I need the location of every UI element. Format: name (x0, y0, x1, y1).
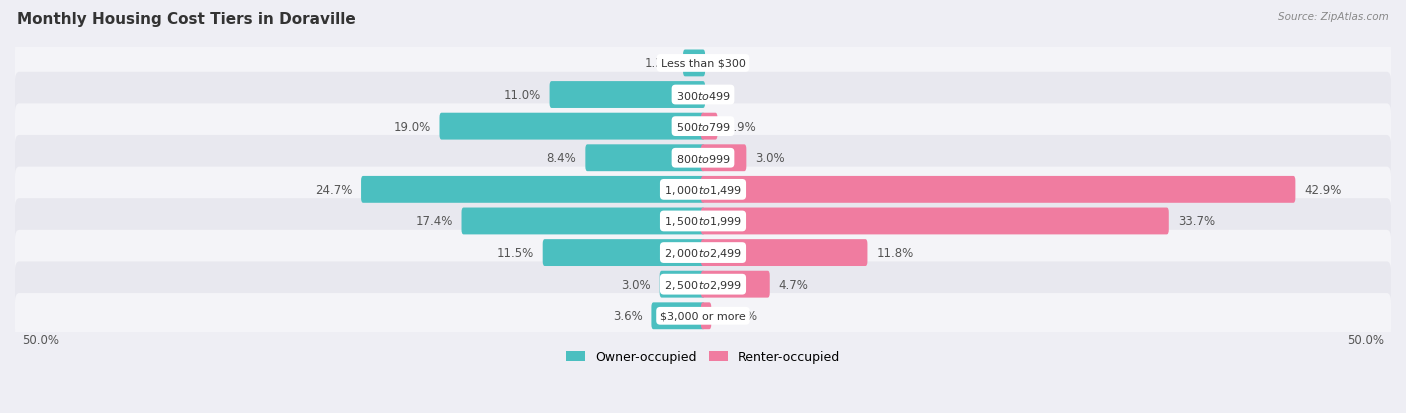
Text: 17.4%: 17.4% (415, 215, 453, 228)
FancyBboxPatch shape (15, 230, 1391, 275)
FancyBboxPatch shape (15, 262, 1391, 307)
Text: 33.7%: 33.7% (1178, 215, 1215, 228)
Text: 3.6%: 3.6% (613, 309, 643, 323)
FancyBboxPatch shape (440, 114, 704, 140)
Text: $800 to $999: $800 to $999 (675, 152, 731, 164)
Text: $2,000 to $2,499: $2,000 to $2,499 (664, 247, 742, 259)
Text: 11.0%: 11.0% (503, 89, 541, 102)
FancyBboxPatch shape (651, 303, 704, 330)
Text: $300 to $499: $300 to $499 (675, 89, 731, 101)
FancyBboxPatch shape (15, 73, 1391, 118)
FancyBboxPatch shape (15, 167, 1391, 213)
Text: 8.4%: 8.4% (547, 152, 576, 165)
Text: 24.7%: 24.7% (315, 183, 352, 196)
Text: 0.45%: 0.45% (720, 309, 758, 323)
FancyBboxPatch shape (543, 240, 704, 266)
FancyBboxPatch shape (15, 293, 1391, 339)
Text: $3,000 or more: $3,000 or more (661, 311, 745, 321)
Legend: Owner-occupied, Renter-occupied: Owner-occupied, Renter-occupied (561, 345, 845, 368)
FancyBboxPatch shape (702, 145, 747, 172)
FancyBboxPatch shape (702, 240, 868, 266)
FancyBboxPatch shape (702, 114, 717, 140)
FancyBboxPatch shape (15, 135, 1391, 181)
Text: $2,500 to $2,999: $2,500 to $2,999 (664, 278, 742, 291)
Text: 50.0%: 50.0% (22, 333, 59, 347)
FancyBboxPatch shape (550, 82, 704, 109)
Text: $1,500 to $1,999: $1,500 to $1,999 (664, 215, 742, 228)
Text: Source: ZipAtlas.com: Source: ZipAtlas.com (1278, 12, 1389, 22)
Text: 3.0%: 3.0% (621, 278, 651, 291)
Text: 42.9%: 42.9% (1305, 183, 1341, 196)
FancyBboxPatch shape (659, 271, 704, 298)
Text: 11.8%: 11.8% (876, 247, 914, 259)
FancyBboxPatch shape (683, 50, 704, 77)
FancyBboxPatch shape (702, 208, 1168, 235)
Text: 0.9%: 0.9% (727, 120, 756, 133)
Text: Less than $300: Less than $300 (661, 59, 745, 69)
FancyBboxPatch shape (585, 145, 704, 172)
FancyBboxPatch shape (15, 199, 1391, 244)
Text: 3.0%: 3.0% (755, 152, 785, 165)
Text: $1,000 to $1,499: $1,000 to $1,499 (664, 183, 742, 196)
Text: Monthly Housing Cost Tiers in Doraville: Monthly Housing Cost Tiers in Doraville (17, 12, 356, 27)
FancyBboxPatch shape (702, 176, 1295, 203)
FancyBboxPatch shape (15, 41, 1391, 86)
FancyBboxPatch shape (361, 176, 704, 203)
FancyBboxPatch shape (702, 271, 769, 298)
FancyBboxPatch shape (15, 104, 1391, 150)
Text: 1.3%: 1.3% (644, 57, 673, 70)
FancyBboxPatch shape (702, 303, 711, 330)
Text: 11.5%: 11.5% (496, 247, 534, 259)
Text: $500 to $799: $500 to $799 (675, 121, 731, 133)
Text: 4.7%: 4.7% (779, 278, 808, 291)
FancyBboxPatch shape (461, 208, 704, 235)
Text: 19.0%: 19.0% (394, 120, 430, 133)
Text: 50.0%: 50.0% (1347, 333, 1384, 347)
